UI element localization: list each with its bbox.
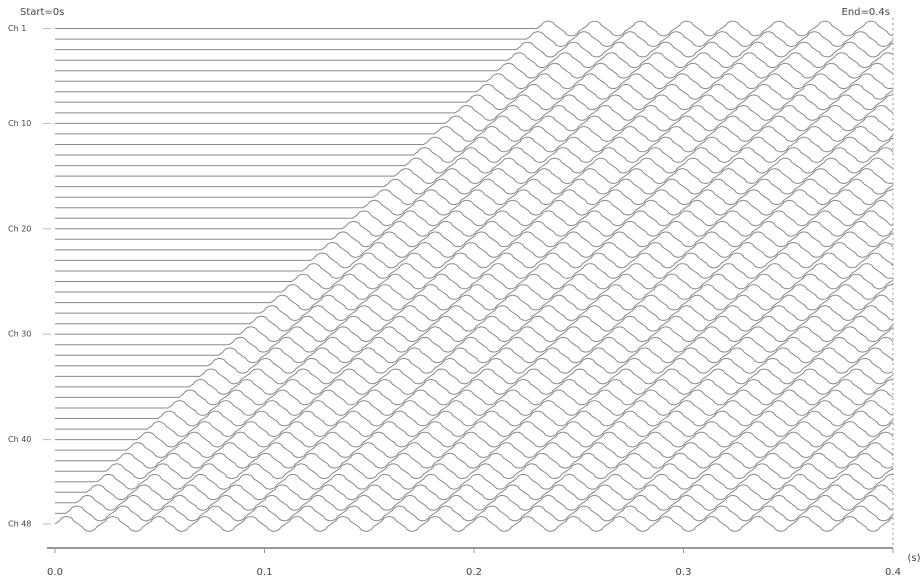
trace bbox=[55, 431, 894, 448]
trace bbox=[55, 495, 894, 511]
trace bbox=[55, 305, 894, 321]
trace bbox=[55, 221, 894, 237]
trace bbox=[55, 347, 894, 364]
trace bbox=[55, 505, 894, 522]
trace bbox=[55, 189, 893, 205]
trace bbox=[55, 242, 894, 258]
trace bbox=[55, 474, 893, 490]
y-tick-label: Ch 10 bbox=[8, 119, 31, 128]
trace bbox=[55, 136, 894, 153]
trace bbox=[55, 336, 894, 353]
trace bbox=[55, 210, 894, 227]
trace bbox=[55, 452, 894, 469]
trace bbox=[55, 62, 894, 79]
trace bbox=[55, 20, 894, 37]
trace bbox=[55, 358, 894, 374]
trace bbox=[55, 484, 894, 501]
x-tick-label: 0.1 bbox=[257, 567, 273, 578]
trace bbox=[55, 326, 894, 342]
trace bbox=[55, 379, 893, 395]
trace bbox=[55, 94, 893, 111]
x-tick-label: 0.0 bbox=[47, 567, 63, 578]
trace bbox=[55, 284, 893, 300]
trace bbox=[55, 231, 894, 248]
trace bbox=[55, 442, 894, 458]
trace bbox=[55, 294, 894, 311]
trace bbox=[54, 516, 894, 532]
x-tick-label: 0.4 bbox=[885, 567, 901, 578]
trace bbox=[55, 252, 894, 269]
trace bbox=[55, 400, 894, 416]
trace bbox=[55, 52, 894, 68]
trace bbox=[55, 105, 894, 121]
trace bbox=[55, 263, 894, 279]
trace bbox=[55, 147, 894, 163]
trace bbox=[55, 168, 894, 184]
y-tick-label: Ch 1 bbox=[8, 24, 26, 33]
trace bbox=[55, 368, 894, 385]
trace bbox=[55, 73, 894, 89]
trace bbox=[55, 84, 894, 100]
trace bbox=[55, 41, 894, 58]
y-tick-label: Ch 48 bbox=[8, 519, 31, 528]
x-tick-label: 0.3 bbox=[676, 567, 692, 578]
trace bbox=[55, 157, 894, 174]
trace bbox=[55, 463, 894, 479]
trace bbox=[55, 126, 894, 142]
trace bbox=[55, 178, 894, 195]
x-tick-label: 0.2 bbox=[466, 567, 482, 578]
y-tick-label: Ch 30 bbox=[8, 330, 31, 339]
end-label: End=0.4s bbox=[842, 7, 891, 18]
start-label: Start=0s bbox=[20, 7, 64, 18]
trace bbox=[55, 273, 894, 290]
y-tick-label: Ch 40 bbox=[8, 435, 31, 444]
trace bbox=[55, 410, 894, 427]
trace bbox=[55, 115, 894, 132]
x-axis-label: (s) bbox=[907, 553, 920, 564]
trace bbox=[55, 421, 894, 437]
trace bbox=[55, 199, 894, 216]
trace bbox=[55, 315, 894, 332]
trace bbox=[55, 389, 894, 406]
trace bbox=[55, 31, 894, 47]
y-tick-label: Ch 20 bbox=[8, 224, 31, 233]
